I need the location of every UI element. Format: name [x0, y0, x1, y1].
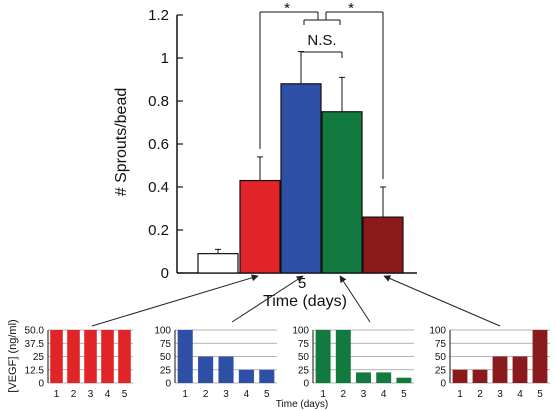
vegf-y-tick-label: 25 [298, 365, 310, 376]
main-x-axis-label: Time (days) [263, 293, 347, 310]
vegf-x-tick-label: 5 [537, 389, 543, 400]
vegf-x-tick-label: 3 [497, 389, 503, 400]
main-chart: # Sprouts/bead 5 Time (days) * * N.S. 0 0… [113, 0, 417, 310]
vegf-x-tick-label: 2 [71, 389, 77, 400]
vegf-x-tick-label: 5 [264, 389, 270, 400]
vegf-bar [101, 330, 114, 383]
main-y-axis-label: # Sprouts/bead [113, 88, 130, 197]
main-y-tick-label: 0.4 [148, 179, 169, 196]
vegf-schedule-charts: [VEGF] (ng/ml) Time (days) 012.52537.550… [7, 319, 550, 410]
vegf-y-tick-label: 100 [154, 326, 171, 337]
vegf-x-tick-label: 4 [105, 389, 111, 400]
schedule-arrow [91, 274, 259, 327]
vegf-bar [376, 372, 392, 383]
vegf-bar [315, 330, 331, 383]
vegf-bar [177, 330, 193, 383]
vegf-y-tick-label: 0 [440, 379, 446, 390]
vegf-y-tick-label: 50.0 [25, 326, 45, 337]
vegf-x-tick-label: 2 [341, 389, 347, 400]
vegf-x-tick-label: 5 [122, 389, 128, 400]
vegf-y-tick-label: 12.5 [25, 365, 45, 376]
vegf-x-tick-label: 4 [244, 389, 250, 400]
vegf-y-tick-label: 75 [160, 339, 172, 350]
main-bar [362, 216, 404, 274]
main-bar [239, 179, 281, 274]
vegf-bar [218, 356, 234, 383]
vegf-x-tick-label: 2 [203, 389, 209, 400]
vegf-chart-panel: 0 25 50 75 100 1 2 3 4 5 [429, 326, 550, 400]
vegf-y-tick-label: 50 [298, 352, 310, 363]
vegf-y-tick-label: 100 [292, 326, 309, 337]
vegf-bar [335, 330, 351, 383]
vegf-y-tick-label: 50 [435, 352, 447, 363]
vegf-y-tick-label: 75 [435, 339, 447, 350]
vegf-y-tick-label: 37.5 [25, 339, 45, 350]
vegf-y-tick-label: 0 [38, 379, 44, 390]
vegf-bar [67, 330, 80, 383]
vegf-x-tick-label: 1 [320, 389, 326, 400]
vegf-x-tick-label: 3 [361, 389, 367, 400]
vegf-bar [238, 369, 254, 383]
vegf-bar [118, 330, 131, 383]
vegf-y-tick-label: 50 [160, 352, 172, 363]
vegf-x-tick-label: 3 [223, 389, 229, 400]
main-x-tick-label: 5 [298, 275, 306, 292]
main-y-tick-label: 0.8 [148, 93, 169, 110]
vegf-x-tick-label: 4 [381, 389, 387, 400]
vegf-bar [532, 330, 548, 383]
vegf-bar [356, 372, 371, 383]
vegf-x-tick-label: 4 [517, 389, 523, 400]
vegf-x-tick-label: 1 [182, 389, 188, 400]
schedule-arrow [383, 275, 501, 327]
vegf-x-tick-label: 3 [88, 389, 94, 400]
main-bar [321, 111, 363, 274]
vegf-bar [198, 356, 214, 383]
vegf-bar [396, 377, 412, 383]
vegf-y-tick-label: 0 [303, 379, 309, 390]
main-bar [197, 253, 239, 274]
main-y-tick-label: 0 [161, 265, 169, 282]
vegf-x-tick-label: 1 [54, 389, 60, 400]
main-y-tick-label: 1.2 [148, 7, 169, 24]
vegf-bar [84, 330, 97, 383]
vegf-x-tick-label: 5 [401, 389, 407, 400]
vegf-bar [472, 369, 488, 383]
vegf-y-axis-label: [VEGF] (ng/ml) [7, 319, 19, 392]
vegf-x-axis-label: Time (days) [276, 399, 328, 410]
vegf-chart-panel: 0 25 50 75 100 1 2 3 4 5 [154, 326, 277, 400]
vegf-y-tick-label: 25 [160, 365, 172, 376]
main-bar [280, 83, 322, 274]
vegf-bar [512, 356, 528, 383]
vegf-y-tick-label: 100 [429, 326, 446, 337]
main-y-tick-label: 1 [161, 50, 169, 67]
vegf-bar [492, 356, 508, 383]
vegf-bar [452, 369, 468, 383]
vegf-y-tick-label: 75 [298, 339, 310, 350]
not-significant-label: N.S. [307, 32, 336, 49]
vegf-chart-panel: 0 25 50 75 100 1 2 3 4 5 [292, 326, 414, 400]
vegf-y-tick-label: 25 [435, 365, 447, 376]
significance-star-left: * [284, 0, 290, 17]
main-y-tick-label: 0.6 [148, 136, 169, 153]
vegf-x-tick-label: 2 [477, 389, 483, 400]
vegf-bar [259, 369, 275, 383]
schedule-arrow [339, 275, 371, 323]
vegf-y-tick-label: 25 [33, 352, 45, 363]
vegf-bar [50, 330, 63, 383]
vegf-chart-panel: 0 12.5 25 37.5 50.0 1 2 3 4 5 [25, 326, 133, 400]
vegf-x-tick-label: 1 [457, 389, 463, 400]
vegf-y-tick-label: 0 [165, 379, 171, 390]
schedule-arrow [231, 275, 304, 323]
significance-star-right: * [348, 0, 354, 17]
main-y-tick-label: 0.2 [148, 222, 169, 239]
